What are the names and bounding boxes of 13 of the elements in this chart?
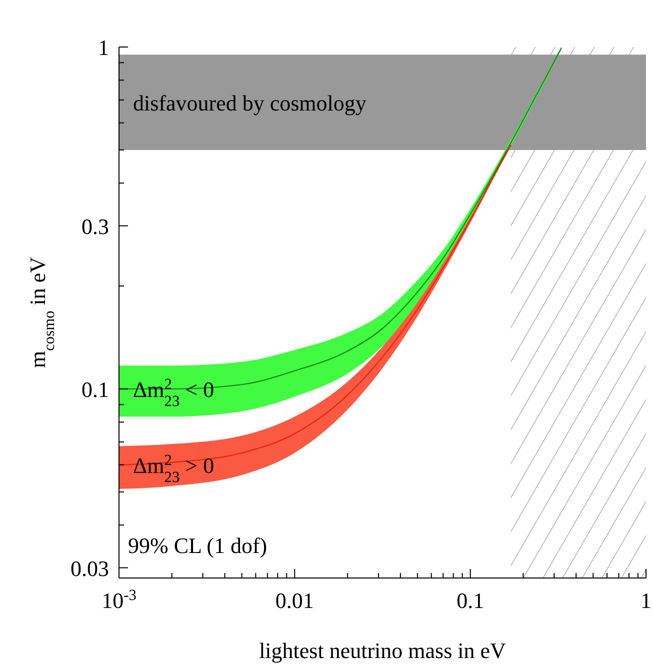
x-tick-label: 1 [640,588,652,613]
y-tick-label: 1 [98,35,109,60]
x-tick-label: 10$^{-3}$ [102,586,137,613]
x-tick-label: 0.01 [275,588,314,613]
series-label: Δm$^{2}$$_{23}$ > 0 [133,451,214,486]
band-label: disfavoured by cosmology [133,90,366,116]
x-tick-label: 0.1 [456,588,484,613]
annotation: 99% CL (1 dof) [128,533,268,559]
y-tick-label: 0.1 [82,376,109,402]
y-tick-label: 0.03 [70,556,109,581]
y-tick-label: 0.3 [82,214,109,239]
x-axis-title: lightest neutrino mass in eV [259,638,506,663]
series-label: Δm$^{2}$$_{23}$ < 0 [133,375,214,410]
